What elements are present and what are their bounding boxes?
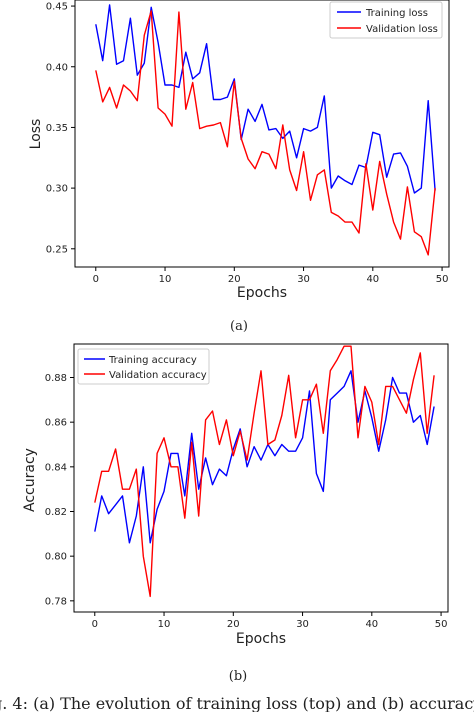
loss-x-tick-label: 30 bbox=[297, 274, 310, 285]
loss-y-tick-label: 0.35 bbox=[46, 123, 68, 134]
loss-caption: (a) bbox=[230, 319, 248, 334]
accuracy-x-tick-label: 20 bbox=[227, 619, 240, 630]
accuracy-caption: (b) bbox=[229, 669, 247, 684]
loss-x-tick-label: 0 bbox=[93, 274, 99, 285]
accuracy-y-tick-label: 0.82 bbox=[45, 507, 67, 518]
loss-series-group bbox=[95, 4, 436, 256]
loss-legend-label-training: Training loss bbox=[365, 8, 428, 19]
loss-x-tick-label: 20 bbox=[228, 274, 241, 285]
accuracy-x-tick-label: 0 bbox=[92, 619, 98, 630]
accuracy-legend-label-validation: Validation accuracy bbox=[109, 370, 207, 381]
accuracy-y-tick-label: 0.84 bbox=[45, 462, 67, 473]
loss-y-axis-label: Loss bbox=[28, 119, 44, 150]
loss-x-tick-label: 10 bbox=[159, 274, 172, 285]
accuracy-y-tick-label: 0.80 bbox=[45, 552, 67, 563]
loss-plot-frame bbox=[74, 0, 450, 268]
loss-axes: 0 10 20 30 40 50 0.25 0.30 0.35 0.40 0.45 bbox=[46, 2, 449, 285]
accuracy-x-axis-label: Epochs bbox=[236, 631, 286, 647]
accuracy-y-tick-label: 0.78 bbox=[45, 596, 67, 607]
loss-line-validation bbox=[95, 10, 436, 256]
accuracy-x-tick-label: 10 bbox=[158, 619, 171, 630]
loss-y-tick-label: 0.30 bbox=[46, 184, 68, 195]
loss-x-tick-label: 50 bbox=[436, 274, 449, 285]
loss-y-tick-label: 0.40 bbox=[46, 62, 68, 73]
accuracy-chart: 0 10 20 30 40 50 0.78 0.80 0.82 0.84 0.86 0.88 Trai… bbox=[22, 343, 449, 684]
accuracy-y-axis-label: Accuracy bbox=[22, 448, 38, 512]
loss-chart: 0 10 20 30 40 50 0.25 0.30 0.35 0.40 0.45 Training… bbox=[28, 0, 450, 334]
loss-y-tick-label: 0.45 bbox=[46, 2, 68, 13]
loss-legend-label-validation: Validation loss bbox=[366, 24, 438, 35]
loss-y-tick-label: 0.25 bbox=[46, 244, 68, 255]
accuracy-x-tick-label: 50 bbox=[435, 619, 448, 630]
accuracy-line-validation bbox=[94, 345, 435, 598]
loss-x-tick-label: 40 bbox=[366, 274, 379, 285]
accuracy-legend: Training accuracy Validation accuracy bbox=[77, 348, 210, 385]
loss-legend: Training loss Validation loss bbox=[329, 1, 443, 39]
loss-line-training bbox=[95, 4, 436, 194]
loss-legend-box bbox=[329, 1, 443, 39]
accuracy-legend-label-training: Training accuracy bbox=[108, 355, 197, 366]
accuracy-y-tick-label: 0.86 bbox=[45, 418, 67, 429]
accuracy-legend-box bbox=[77, 348, 210, 385]
accuracy-x-tick-label: 30 bbox=[296, 619, 309, 630]
loss-x-axis-label: Epochs bbox=[237, 285, 287, 301]
accuracy-axes: 0 10 20 30 40 50 0.78 0.80 0.82 0.84 0.86 0.88 bbox=[45, 373, 448, 630]
accuracy-line-training bbox=[94, 370, 435, 544]
accuracy-x-tick-label: 40 bbox=[365, 619, 378, 630]
accuracy-series-group bbox=[94, 345, 435, 598]
accuracy-y-tick-label: 0.88 bbox=[45, 373, 67, 384]
figure-caption-text: g. 4: (a) The evolution of training loss… bbox=[0, 694, 474, 712]
accuracy-plot-frame bbox=[73, 343, 449, 613]
